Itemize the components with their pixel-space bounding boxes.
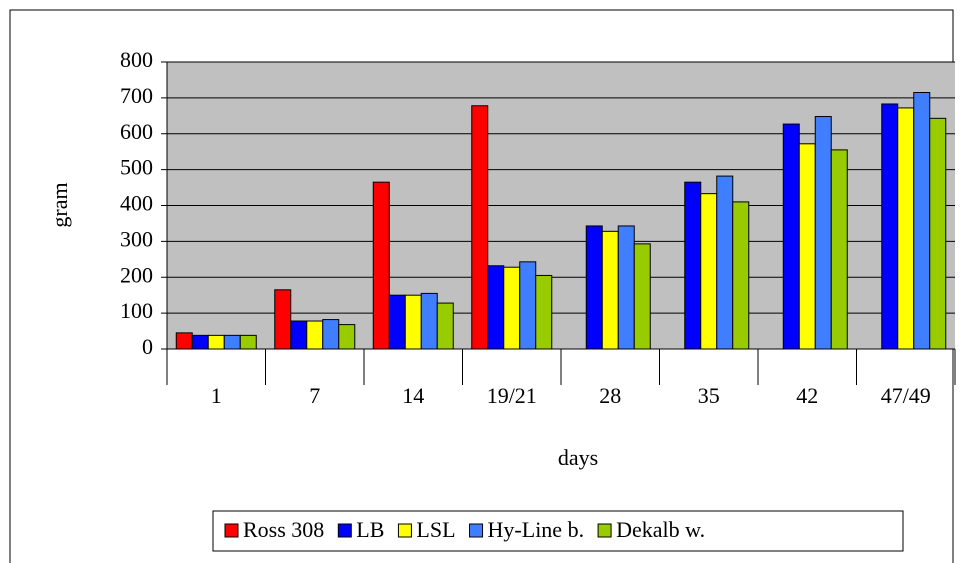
legend-label: LB (356, 517, 384, 542)
legend-swatch (224, 523, 239, 538)
bar (732, 201, 750, 350)
y-axis-label: gram (47, 182, 72, 227)
bar (617, 225, 635, 350)
bar (503, 266, 521, 350)
x-tick-label: 47/49 (881, 383, 931, 408)
bar (372, 181, 390, 350)
bar (191, 334, 209, 350)
x-axis-label: days (558, 445, 598, 470)
x-tick-label: 42 (796, 383, 818, 408)
y-tick-label: 100 (120, 298, 153, 323)
x-tick-label: 1 (211, 383, 222, 408)
bar (830, 149, 848, 350)
legend-label: Ross 308 (243, 517, 324, 542)
legend-swatch (397, 523, 412, 538)
bar (601, 230, 619, 350)
y-tick-label: 300 (120, 226, 153, 251)
x-tick-label: 28 (599, 383, 621, 408)
bar (207, 334, 225, 350)
bar (274, 289, 292, 350)
bar (782, 123, 800, 350)
legend-label: LSL (416, 517, 455, 542)
y-tick-label: 600 (120, 119, 153, 144)
bar (716, 175, 734, 350)
bar (487, 265, 505, 350)
bar (388, 294, 406, 350)
bar (338, 324, 356, 350)
bar (633, 243, 651, 350)
bar (436, 302, 454, 350)
bar (798, 143, 816, 350)
legend-label: Dekalb w. (616, 517, 705, 542)
legend-swatch (469, 523, 484, 538)
bar (519, 261, 537, 350)
x-tick-label: 35 (698, 383, 720, 408)
bar (322, 319, 340, 350)
y-tick-label: 400 (120, 191, 153, 216)
y-tick-label: 800 (120, 47, 153, 72)
bar (897, 107, 915, 350)
bar (223, 334, 241, 350)
bar (290, 320, 308, 350)
y-tick-label: 200 (120, 262, 153, 287)
bar (306, 320, 324, 350)
x-tick-label: 7 (309, 383, 320, 408)
bar (420, 292, 438, 350)
bar (929, 117, 947, 350)
bar (881, 103, 899, 350)
y-tick-label: 500 (120, 155, 153, 180)
bar (913, 91, 931, 350)
y-tick-label: 0 (142, 334, 153, 359)
legend-box (212, 510, 904, 552)
y-tick-label: 700 (120, 83, 153, 108)
bar (814, 116, 832, 350)
x-tick-label: 19/21 (487, 383, 537, 408)
bar (471, 105, 489, 350)
bar (239, 334, 257, 350)
bar (700, 193, 718, 350)
bar (535, 274, 553, 350)
legend-label: Hy-Line b. (488, 517, 585, 542)
bar (585, 225, 603, 350)
legend-swatch (337, 523, 352, 538)
bar (404, 294, 422, 350)
x-tick-label: 14 (402, 383, 424, 408)
legend-swatch (597, 523, 612, 538)
bar (684, 181, 702, 350)
bar (175, 332, 193, 350)
